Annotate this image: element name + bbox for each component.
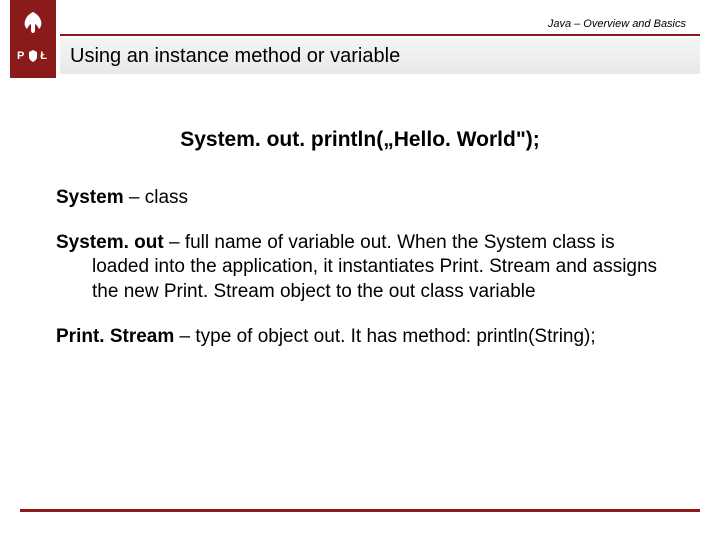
- definition-body: type of object out. It has method: print…: [195, 326, 595, 347]
- crest-icon: [28, 50, 38, 62]
- logo-left-letter: P: [17, 50, 26, 62]
- definition-paragraph: Print. Stream – type of object out. It h…: [56, 325, 664, 350]
- definition-body: class: [145, 187, 188, 208]
- logo-right-letter: Ł: [40, 50, 49, 62]
- term: System: [56, 187, 124, 208]
- definition-paragraph: System – class: [56, 186, 664, 211]
- separator: –: [124, 187, 145, 208]
- slide-title: Using an instance method or variable: [70, 45, 400, 68]
- bottom-divider: [20, 509, 700, 512]
- logo-letters: P Ł: [17, 50, 49, 62]
- separator: –: [174, 326, 195, 347]
- separator: –: [164, 232, 185, 253]
- institution-logo: P Ł: [10, 0, 56, 78]
- term: System. out: [56, 232, 164, 253]
- course-label: Java – Overview and Basics: [548, 18, 686, 30]
- definition-paragraph: System. out – full name of variable out.…: [56, 231, 664, 305]
- title-bar: Using an instance method or variable: [60, 38, 700, 74]
- top-divider: [60, 34, 700, 36]
- eagle-icon: [20, 10, 46, 36]
- term: Print. Stream: [56, 326, 174, 347]
- slide-content: System. out. println(„Hello. World"); Sy…: [0, 78, 720, 349]
- code-example: System. out. println(„Hello. World");: [56, 128, 664, 152]
- header: Java – Overview and Basics P Ł Using an …: [0, 0, 720, 78]
